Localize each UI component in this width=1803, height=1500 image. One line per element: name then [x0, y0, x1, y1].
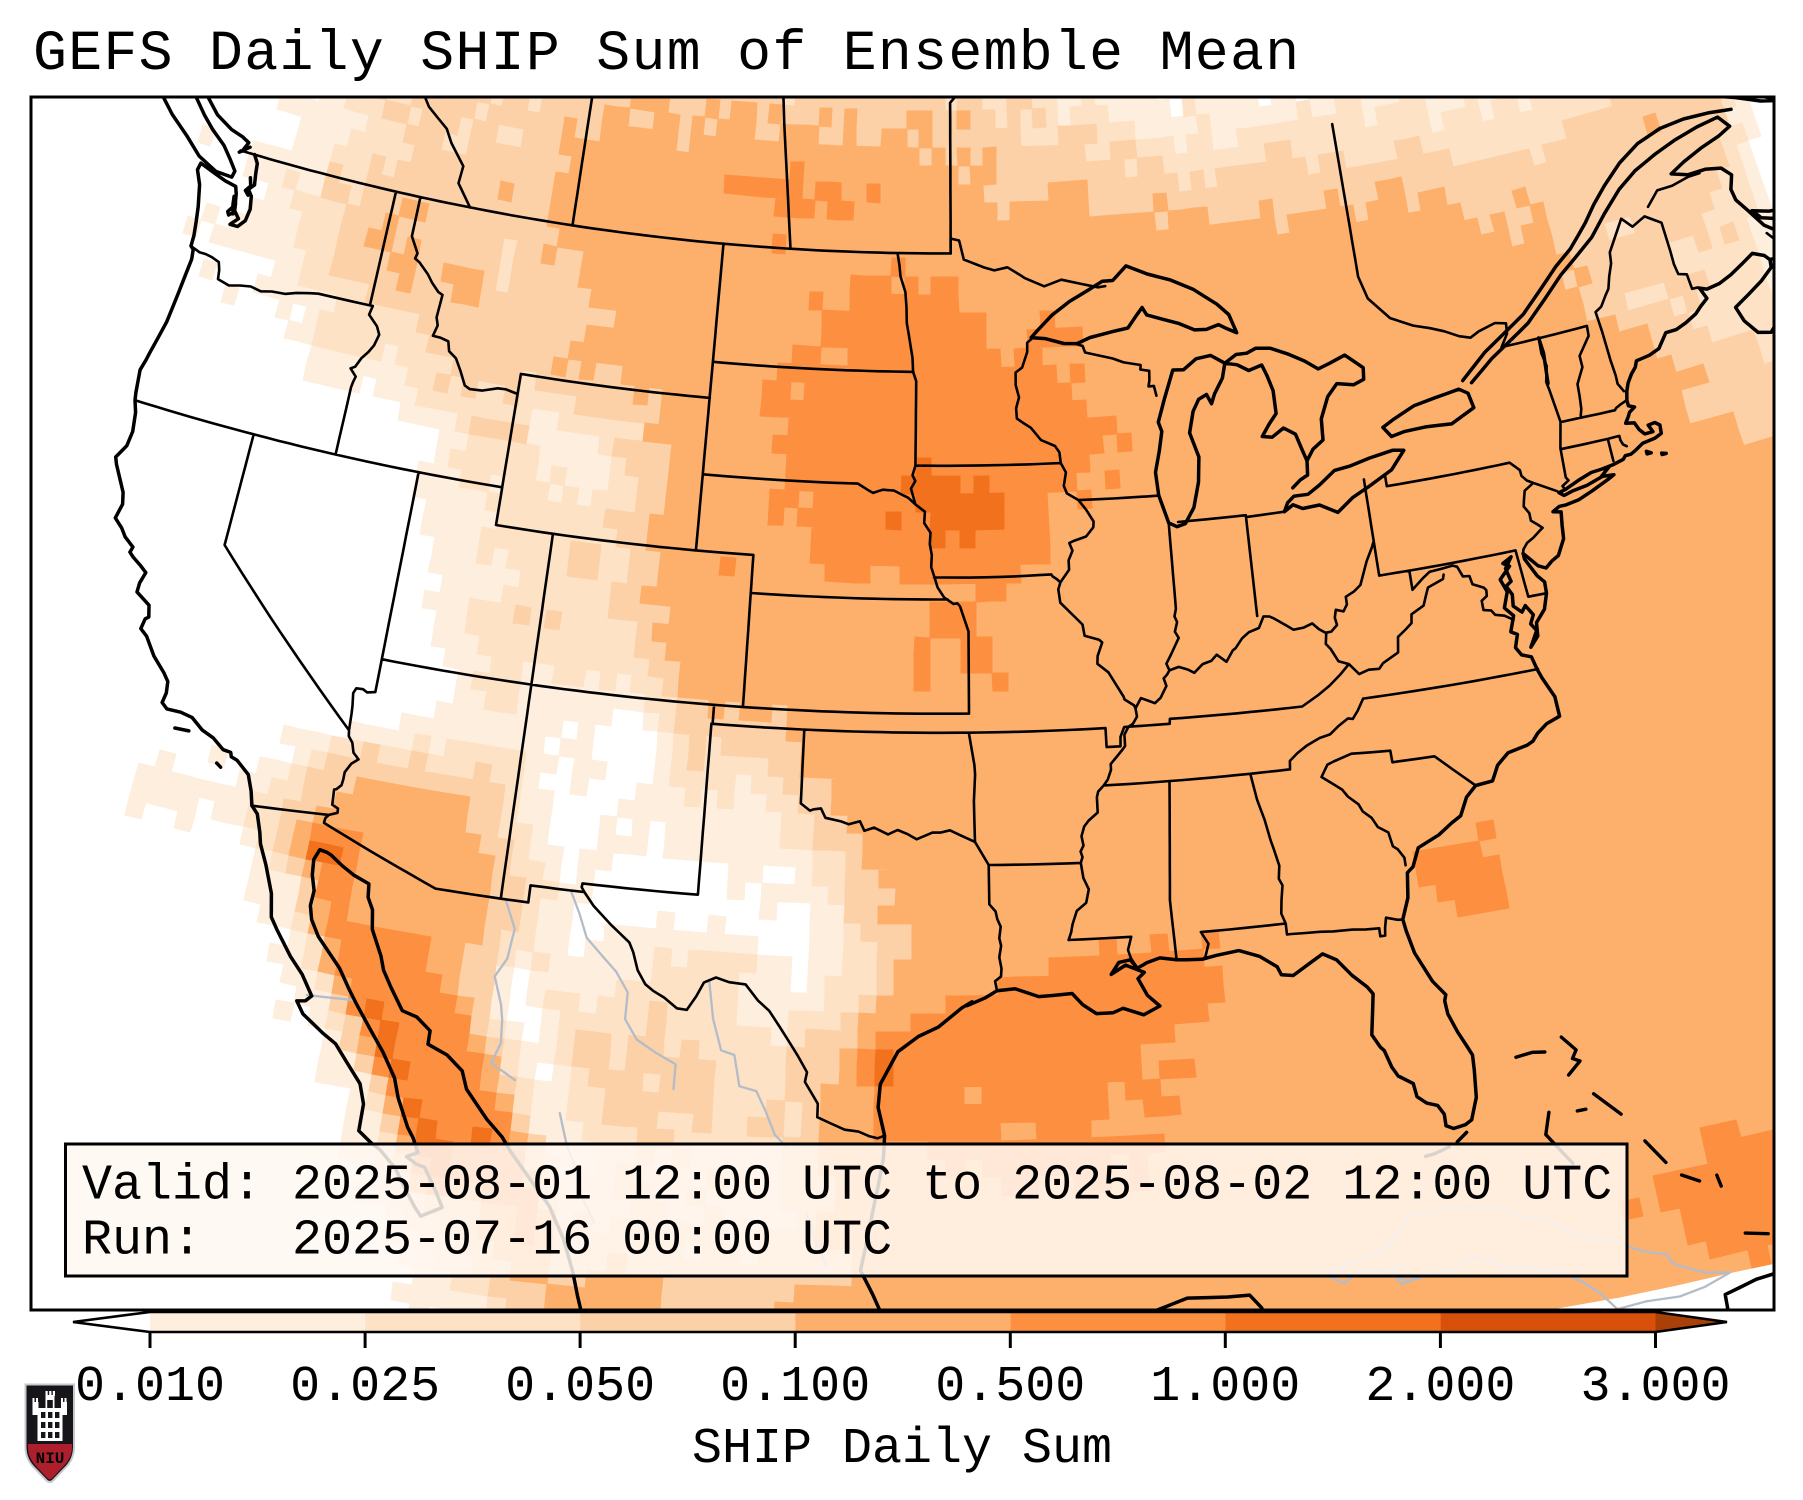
svg-text:0.100: 0.100 [720, 1359, 870, 1416]
svg-text:0.500: 0.500 [935, 1359, 1085, 1416]
svg-text:1.000: 1.000 [1150, 1359, 1300, 1416]
svg-text:3.000: 3.000 [1580, 1359, 1730, 1416]
svg-text:NIU: NIU [36, 1450, 65, 1468]
svg-text:Run: 2025-07-16 00:00 UTC: Run: 2025-07-16 00:00 UTC [82, 1213, 892, 1270]
svg-text:GEFS Daily SHIP Sum of Ensembl: GEFS Daily SHIP Sum of Ensemble Mean [33, 22, 1300, 86]
svg-text:0.025: 0.025 [290, 1359, 440, 1416]
svg-text:0.010: 0.010 [75, 1359, 225, 1416]
svg-text:0.050: 0.050 [505, 1359, 655, 1416]
svg-text:2.000: 2.000 [1365, 1359, 1515, 1416]
svg-text:Valid: 2025-08-01 12:00 UTC to: Valid: 2025-08-01 12:00 UTC to 2025-08-0… [82, 1158, 1612, 1215]
svg-text:SHIP Daily Sum: SHIP Daily Sum [692, 1421, 1112, 1478]
